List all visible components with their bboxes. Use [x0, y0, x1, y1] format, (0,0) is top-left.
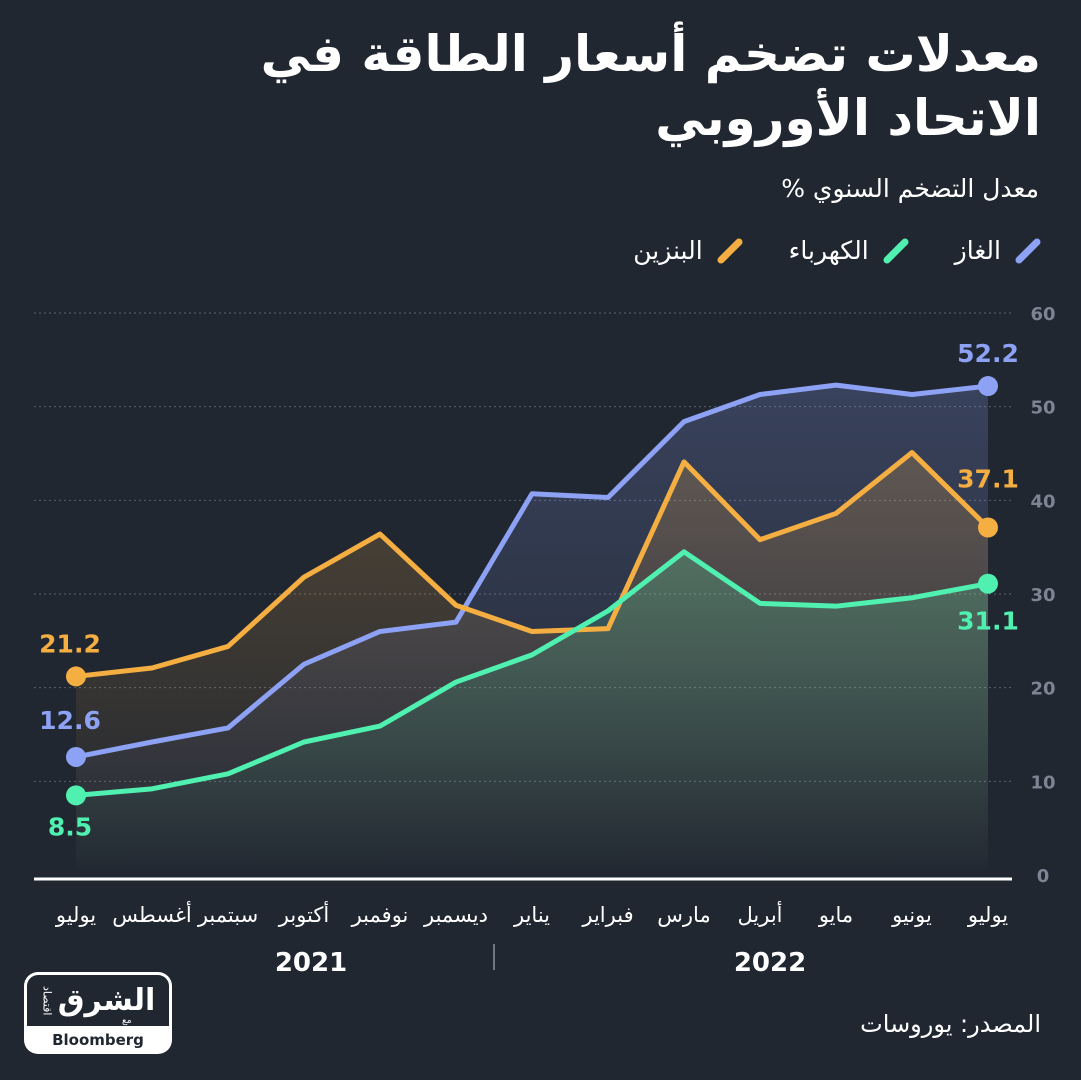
- x-tick-label: أكتوبر: [278, 901, 329, 927]
- chart-subtitle: معدل التضخم السنوي %: [781, 174, 1039, 203]
- marker-last-gas: [978, 376, 998, 397]
- x-tick-label: أغسطس: [112, 901, 192, 927]
- chart-title: معدلات تضخم أسعار الطاقة في الاتحاد الأو…: [260, 25, 1041, 147]
- legend-label-gas: الغاز: [954, 236, 1001, 265]
- legend-swatch-gas: [1015, 238, 1041, 263]
- brand-logo: الشرق اقتصاد مع Bloomberg: [24, 972, 172, 1054]
- data-label-last-electricity: 31.1: [957, 607, 1019, 636]
- y-tick-label: 30: [1030, 585, 1055, 606]
- logo-top: الشرق اقتصاد: [24, 972, 172, 1026]
- legend-item-electricity: الكهرباء: [789, 236, 909, 265]
- source-note: المصدر: يوروسات: [860, 1010, 1041, 1038]
- y-tick-label: 0: [1037, 866, 1050, 887]
- x-tick-label: يوليو: [967, 903, 1008, 927]
- x-tick-label: ديسمبر: [423, 903, 488, 927]
- logo-main-text: الشرق: [57, 983, 156, 1018]
- marker-first-gas: [66, 746, 86, 767]
- data-label-last-petrol: 37.1: [957, 464, 1019, 493]
- y-tick-label: 20: [1030, 679, 1055, 700]
- x-tick-label: يناير: [513, 903, 550, 927]
- data-label-first-electricity: 8.5: [48, 812, 92, 841]
- data-label-first-petrol: 21.2: [39, 629, 101, 658]
- legend-label-electricity: الكهرباء: [788, 236, 869, 265]
- logo-with-text: مع: [122, 1016, 132, 1026]
- area-fill-electricity: [76, 551, 988, 875]
- series-line-petrol: [73, 450, 991, 679]
- year-label: 2022: [734, 948, 806, 978]
- logo-partner: Bloomberg: [24, 1026, 172, 1054]
- legend-item-petrol: البنزين: [633, 236, 743, 265]
- x-tick-label: أبريل: [737, 901, 782, 927]
- legend-swatch-petrol: [717, 238, 743, 263]
- marker-last-petrol: [978, 517, 998, 538]
- data-label-first-gas: 12.6: [39, 706, 101, 735]
- data-label-last-gas: 52.2: [957, 339, 1019, 368]
- y-tick-label: 50: [1030, 398, 1055, 419]
- marker-first-petrol: [66, 666, 86, 687]
- x-tick-label: يوليو: [55, 903, 96, 927]
- x-tick-label: يونيو: [891, 903, 932, 927]
- legend-item-gas: الغاز: [955, 236, 1041, 265]
- x-tick-label: نوفمبر: [351, 903, 409, 927]
- series-line-electricity: [73, 549, 991, 798]
- year-label: 2021: [275, 948, 347, 978]
- marker-last-electricity: [978, 573, 998, 594]
- legend-label-petrol: البنزين: [633, 236, 703, 265]
- series-line-gas: [73, 382, 991, 760]
- y-tick-label: 60: [1030, 304, 1055, 325]
- x-tick-label: مارس: [657, 903, 710, 927]
- y-tick-label: 40: [1030, 491, 1055, 512]
- y-tick-label: 10: [1030, 772, 1055, 793]
- logo-sub-text: اقتصاد: [40, 985, 54, 1016]
- legend: الغاز الكهرباء البنزين: [633, 236, 1041, 265]
- marker-first-electricity: [66, 785, 86, 806]
- legend-swatch-electricity: [883, 238, 909, 263]
- x-tick-label: مايو: [818, 903, 853, 927]
- x-tick-label: فبراير: [581, 903, 633, 927]
- x-tick-label: سبتمبر: [197, 903, 258, 927]
